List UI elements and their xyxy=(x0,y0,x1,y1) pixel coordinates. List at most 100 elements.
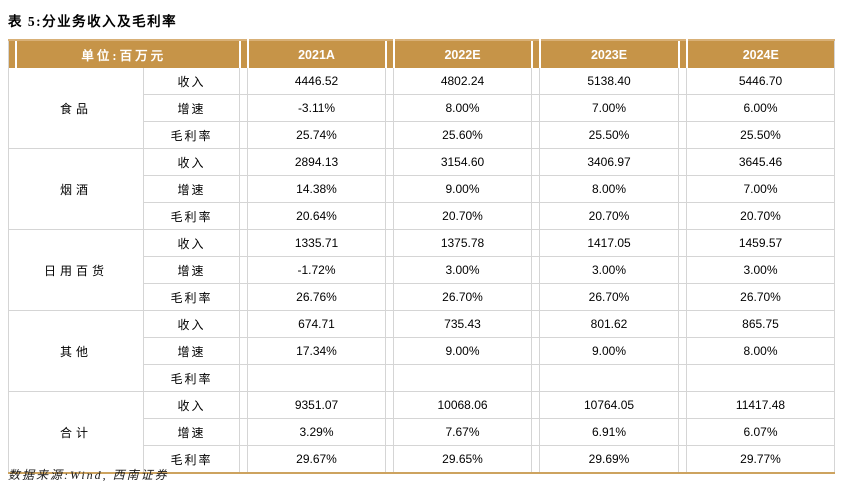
column-spacer xyxy=(531,175,541,203)
value-cell: 8.00% xyxy=(393,94,532,122)
year-header-cell: 2021A xyxy=(247,39,386,68)
value-cell: 25.74% xyxy=(247,121,386,149)
value-cell: -1.72% xyxy=(247,256,386,284)
column-spacer xyxy=(678,68,688,95)
column-spacer xyxy=(678,256,688,284)
table-row: 增速 -1.72% 3.00% 3.00% 3.00% xyxy=(9,256,835,284)
value-cell: 26.76% xyxy=(247,283,386,311)
column-spacer xyxy=(385,229,395,257)
year-header-cell: 2022E xyxy=(393,39,532,68)
column-spacer xyxy=(385,148,395,176)
value-cell: 6.00% xyxy=(686,94,835,122)
metric-cell: 增速 xyxy=(143,175,240,203)
value-cell: 3.29% xyxy=(247,418,386,446)
table-row: 增速 14.38% 9.00% 8.00% 7.00% xyxy=(9,175,835,203)
value-cell: 5138.40 xyxy=(539,68,679,95)
column-spacer xyxy=(385,121,395,149)
value-cell: 25.60% xyxy=(393,121,532,149)
column-spacer xyxy=(678,310,688,338)
column-spacer xyxy=(531,202,541,230)
metric-cell: 收入 xyxy=(143,148,240,176)
column-spacer xyxy=(385,310,395,338)
column-spacer xyxy=(531,68,541,95)
value-cell: 1335.71 xyxy=(247,229,386,257)
value-cell: 735.43 xyxy=(393,310,532,338)
value-cell: 20.70% xyxy=(686,202,835,230)
column-spacer xyxy=(531,148,541,176)
table-row: 食品 收入 4446.52 4802.24 5138.40 5446.70 xyxy=(8,68,835,149)
column-spacer xyxy=(239,445,249,474)
value-cell: 9.00% xyxy=(539,337,679,365)
group-name-cell: 合计 xyxy=(8,391,144,474)
value-cell: 865.75 xyxy=(686,310,835,338)
table-row: 合计 收入 9351.07 10068.06 10764.05 11417.48 xyxy=(8,391,835,474)
column-spacer xyxy=(531,283,541,311)
value-cell: 4446.52 xyxy=(247,68,386,95)
value-cell: 14.38% xyxy=(247,175,386,203)
table-row: 烟酒 收入 2894.13 3154.60 3406.97 3645.46 xyxy=(8,148,835,230)
column-spacer xyxy=(678,229,688,257)
page-title: 表 5:分业务收入及毛利率 xyxy=(8,14,178,29)
metric-cell: 毛利率 xyxy=(143,283,240,311)
value-cell: 11417.48 xyxy=(686,391,835,419)
value-cell: 3.00% xyxy=(539,256,679,284)
column-spacer xyxy=(239,391,249,419)
metric-cell: 增速 xyxy=(143,256,240,284)
metric-cell: 收入 xyxy=(143,68,240,95)
column-spacer xyxy=(239,68,249,95)
value-cell: 17.34% xyxy=(247,337,386,365)
value-cell: 5446.70 xyxy=(686,68,835,95)
metric-cell: 毛利率 xyxy=(143,445,240,474)
column-spacer xyxy=(531,418,541,446)
column-spacer xyxy=(678,364,688,392)
table-row: 毛利率 xyxy=(9,364,835,392)
metric-cell: 增速 xyxy=(143,337,240,365)
metric-cell: 收入 xyxy=(143,310,240,338)
unit-header-cell: 单位:百万元 xyxy=(8,39,240,69)
value-cell: 3645.46 xyxy=(686,148,835,176)
table-header-row: 单位:百万元 2021A 2022E 2023E 2024E xyxy=(8,39,835,69)
value-cell: 6.91% xyxy=(539,418,679,446)
value-cell: 26.70% xyxy=(686,283,835,311)
value-cell: 26.70% xyxy=(393,283,532,311)
data-source-note: 数据来源:Wind, 西南证券 xyxy=(8,468,169,482)
value-cell: 10068.06 xyxy=(393,391,532,419)
value-cell: 29.69% xyxy=(539,445,679,474)
value-cell: -3.11% xyxy=(247,94,386,122)
group-name-cell: 日用百货 xyxy=(8,229,144,311)
header-spacer xyxy=(238,39,249,68)
value-cell: 20.70% xyxy=(393,202,532,230)
table-row: 增速 3.29% 7.67% 6.91% 6.07% xyxy=(9,418,835,446)
metric-cell: 毛利率 xyxy=(143,121,240,149)
column-spacer xyxy=(385,256,395,284)
column-spacer xyxy=(239,175,249,203)
column-spacer xyxy=(239,310,249,338)
column-spacer xyxy=(239,229,249,257)
value-cell: 25.50% xyxy=(539,121,679,149)
value-cell: 7.00% xyxy=(539,94,679,122)
column-spacer xyxy=(385,94,395,122)
value-cell: 20.64% xyxy=(247,202,386,230)
value-cell: 1459.57 xyxy=(686,229,835,257)
table-row: 毛利率 25.74% 25.60% 25.50% 25.50% xyxy=(9,121,835,149)
value-cell: 9.00% xyxy=(393,337,532,365)
column-spacer xyxy=(385,364,395,392)
value-cell: 10764.05 xyxy=(539,391,679,419)
segment-revenue-table: 单位:百万元 2021A 2022E 2023E 2024E 食品 收入 444… xyxy=(8,39,836,474)
value-cell: 801.62 xyxy=(539,310,679,338)
header-spacer xyxy=(384,39,395,68)
column-spacer xyxy=(531,337,541,365)
column-spacer xyxy=(678,202,688,230)
table-row: 增速 -3.11% 8.00% 7.00% 6.00% xyxy=(9,94,835,122)
value-cell: 3154.60 xyxy=(393,148,532,176)
value-cell: 29.67% xyxy=(247,445,386,474)
metric-cell: 毛利率 xyxy=(143,364,240,392)
value-cell: 8.00% xyxy=(539,175,679,203)
column-spacer xyxy=(531,364,541,392)
column-spacer xyxy=(239,202,249,230)
value-cell: 1375.78 xyxy=(393,229,532,257)
table-row: 毛利率 20.64% 20.70% 20.70% 20.70% xyxy=(9,202,835,230)
value-cell xyxy=(539,364,679,392)
column-spacer xyxy=(531,229,541,257)
